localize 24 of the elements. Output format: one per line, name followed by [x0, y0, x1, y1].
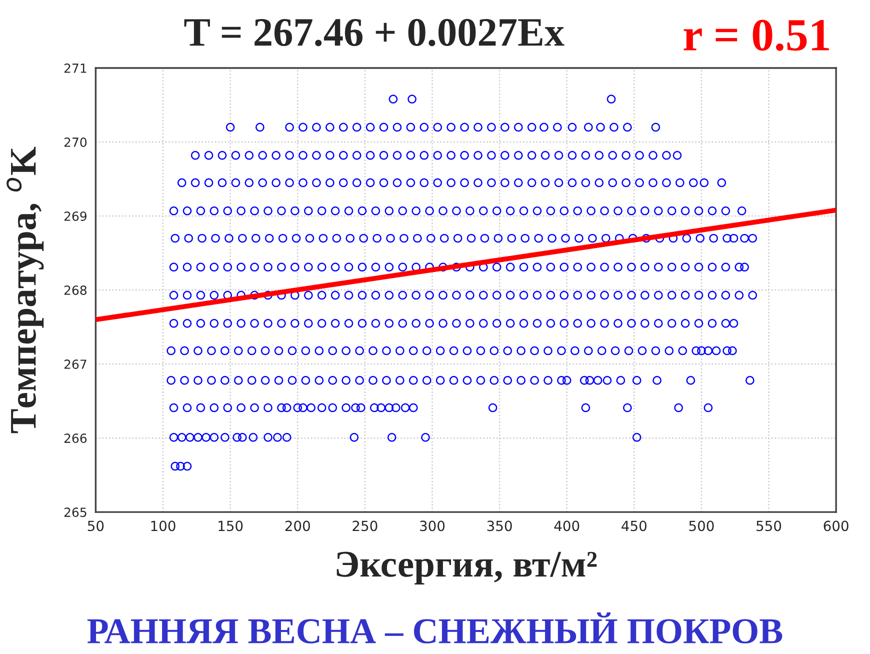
chart-title: T = 267.46 + 0.0027Ex	[184, 18, 564, 46]
y-tick-label: 265	[64, 508, 86, 518]
x-tick-label: 450	[622, 520, 646, 532]
y-tick-label: 268	[64, 286, 87, 295]
x-tick-label: 100	[151, 520, 176, 532]
text: РАННЯЯ ВЕСНА – СНЕЖНЫЙ ПОКРОВ	[87, 612, 782, 644]
y-tick-label: 271	[64, 63, 86, 73]
text: r = 0.51	[684, 20, 829, 51]
x-tick-label: 350	[487, 520, 512, 532]
y-tick-label: 270	[64, 138, 87, 147]
x-tick-label: 300	[420, 520, 445, 532]
x-tick-label: 500	[689, 520, 714, 532]
x-tick-label: 550	[756, 520, 782, 532]
x-tick-label: 600	[824, 520, 848, 532]
y-tick-label: 269	[64, 212, 86, 221]
x-tick-label: 400	[554, 520, 580, 532]
y-tick-label: 266	[64, 434, 87, 443]
x-tick-label: 200	[285, 520, 310, 532]
y-axis-title: Температура, $^{o}$K	[6, 146, 44, 434]
x-tick-label: 250	[352, 520, 378, 532]
x-tick-label: 50	[88, 520, 104, 532]
y-tick-label: 267	[64, 360, 86, 369]
x-axis-title: Эксергия, вт/м²	[336, 552, 597, 585]
x-tick-label: 150	[218, 520, 243, 532]
